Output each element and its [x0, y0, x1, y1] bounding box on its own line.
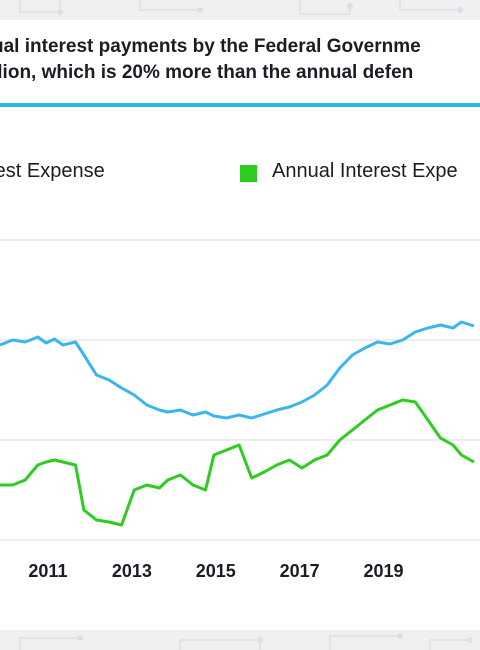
chart-legend: rest Expense Annual Interest Expe	[0, 160, 480, 190]
series-line-green	[0, 398, 475, 527]
legend-item-green-series: Annual Interest Expe	[240, 160, 458, 183]
chart-title-line-2: llion, which is 20% more than the annual…	[0, 62, 414, 83]
chart-gridlines	[0, 239, 480, 541]
x-axis: 2011 2013 2015 2017 2019	[28, 561, 403, 581]
x-tick-label-2011: 2011	[28, 561, 67, 581]
x-tick-label-2015: 2015	[196, 561, 236, 581]
x-tick-label-2013: 2013	[112, 561, 152, 581]
legend-label-green: Annual Interest Expe	[272, 160, 458, 182]
legend-item-blue-series: rest Expense	[0, 160, 105, 183]
series-line-blue	[0, 320, 475, 420]
title-divider	[0, 103, 480, 107]
legend-label-blue: rest Expense	[0, 160, 105, 182]
legend-swatch-green	[240, 165, 257, 182]
x-tick-label-2017: 2017	[280, 561, 320, 581]
chart-title: ual interest payments by the Federal Gov…	[0, 34, 480, 86]
x-tick-label-2019: 2019	[363, 561, 403, 581]
chart-series-lines	[0, 320, 475, 527]
chart-card	[0, 20, 480, 630]
chart-title-line-1: ual interest payments by the Federal Gov…	[0, 36, 421, 57]
